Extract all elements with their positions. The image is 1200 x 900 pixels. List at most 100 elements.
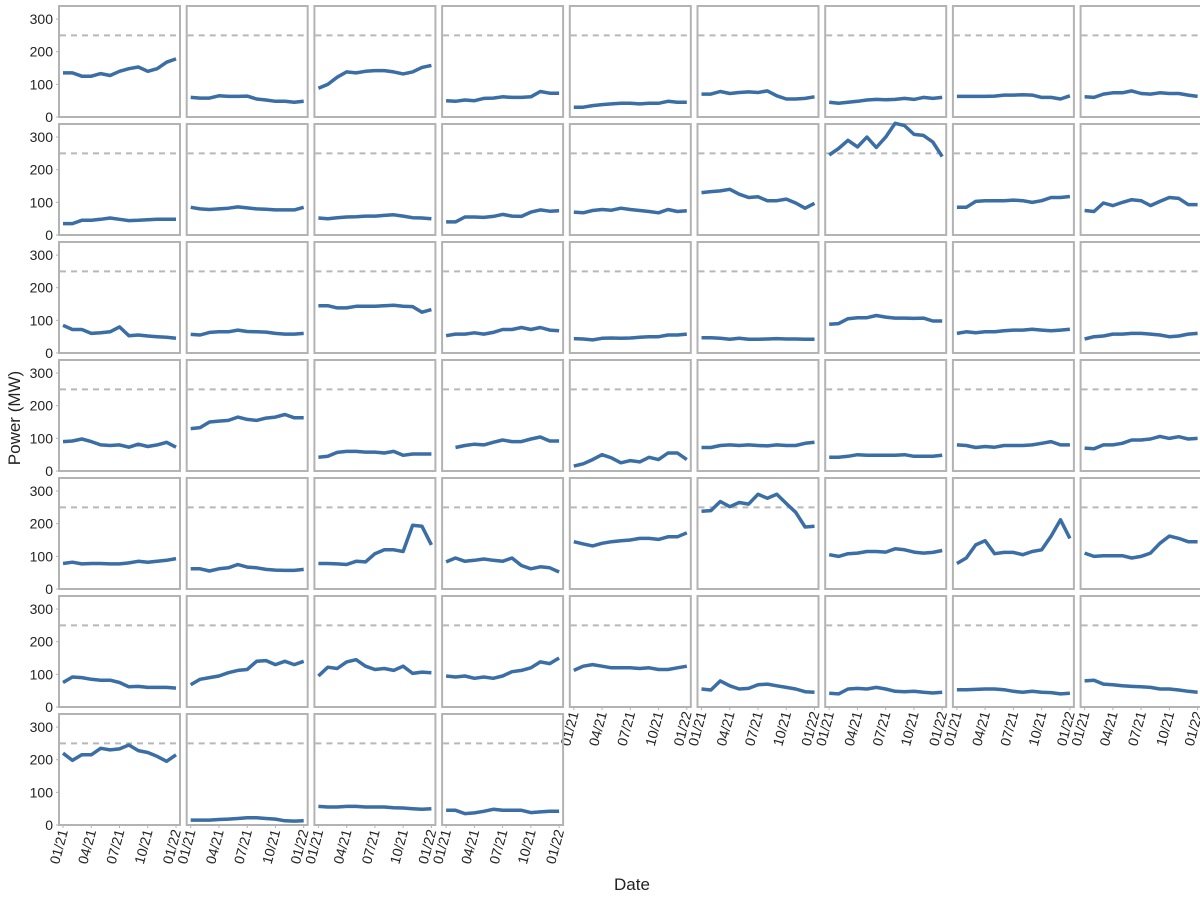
x-tick-label: 04/21 [330, 827, 355, 865]
line [189, 658, 305, 687]
y-tick-label: 100 [30, 548, 54, 564]
x-tick-label: 10/21 [131, 827, 156, 865]
line [190, 94, 304, 105]
x-tick-label: 07/21 [997, 709, 1022, 747]
line [573, 206, 687, 215]
line [318, 449, 432, 460]
line [1084, 534, 1198, 560]
y-tick-label: 300 [30, 247, 54, 263]
panel [58, 713, 181, 826]
panel [185, 713, 309, 826]
panel [1079, 5, 1200, 118]
x-tick-label: 10/21 [514, 827, 539, 865]
line [573, 332, 687, 342]
line [828, 547, 943, 559]
x-tick-label: 01/21 [557, 709, 582, 747]
panel [441, 5, 565, 118]
panel [951, 123, 1075, 236]
line [956, 93, 1071, 101]
y-tick-label: 100 [30, 76, 54, 92]
line [62, 323, 177, 341]
y-tick-label: 200 [30, 752, 54, 768]
x-tick-label: 10/21 [642, 709, 667, 747]
line [701, 492, 815, 529]
line [317, 657, 432, 678]
x-tick-label: 10/21 [770, 709, 795, 747]
line [956, 327, 1071, 336]
y-tick-label: 0 [45, 345, 53, 361]
y-tick-label: 300 [30, 483, 54, 499]
panel [951, 477, 1075, 590]
line [318, 213, 432, 221]
line [573, 99, 687, 109]
line [956, 194, 1071, 210]
line [318, 303, 432, 314]
panel [441, 713, 565, 826]
line [446, 208, 560, 224]
panel [1079, 123, 1200, 236]
panel [824, 5, 948, 118]
line [62, 675, 177, 690]
y-tick-label: 200 [30, 516, 54, 532]
panel [696, 123, 820, 236]
x-tick-label: 10/21 [387, 827, 412, 865]
panel [824, 123, 948, 236]
panel [568, 241, 692, 354]
panel [313, 5, 437, 118]
line [701, 89, 815, 101]
panel [441, 123, 565, 236]
y-tick-label: 0 [45, 463, 53, 479]
line [828, 121, 944, 158]
panel [824, 241, 948, 354]
y-tick-label: 0 [45, 699, 53, 715]
line [62, 437, 177, 449]
y-tick-label: 200 [30, 44, 54, 60]
panel [824, 477, 948, 590]
panel [185, 359, 309, 472]
panel [313, 359, 437, 472]
panel [185, 595, 309, 708]
y-tick-label: 200 [30, 398, 54, 414]
panel [185, 477, 309, 590]
y-tick-label: 0 [45, 109, 53, 125]
line [446, 807, 560, 816]
panel [58, 241, 181, 354]
panel [313, 241, 437, 354]
line [1084, 89, 1198, 100]
panel [696, 5, 820, 118]
x-tick-label: 10/21 [259, 827, 284, 865]
panel [185, 241, 309, 354]
line [445, 89, 560, 104]
panel [568, 595, 692, 708]
line [190, 205, 305, 212]
x-tick-label: 07/21 [486, 827, 511, 865]
panel [58, 595, 181, 708]
line [63, 216, 176, 226]
panel [58, 359, 181, 472]
line [190, 816, 304, 823]
y-tick-label: 300 [30, 365, 54, 381]
y-tick-label: 300 [30, 129, 54, 145]
y-tick-label: 0 [45, 227, 53, 243]
x-tick-label: 04/21 [75, 827, 100, 865]
line [318, 804, 432, 812]
x-tick-label: 01/21 [46, 827, 71, 865]
line [445, 556, 560, 574]
x-tick-label: 01/22 [1181, 709, 1200, 747]
x-tick-label: 07/21 [103, 827, 128, 865]
y-tick-label: 0 [45, 817, 53, 833]
panel [1079, 359, 1200, 472]
x-tick-label: 10/21 [1025, 709, 1050, 747]
line [190, 412, 304, 431]
panel [696, 241, 820, 354]
panel [568, 123, 692, 236]
panel [568, 477, 692, 590]
line [829, 95, 943, 106]
panel [58, 5, 181, 118]
x-tick-label: 04/21 [1096, 709, 1121, 747]
y-tick-label: 100 [30, 194, 54, 210]
panel [313, 595, 437, 708]
x-tick-label: 04/21 [713, 709, 738, 747]
x-tick-label: 01/22 [542, 827, 567, 865]
y-axis-label: Power (MW) [5, 371, 24, 465]
